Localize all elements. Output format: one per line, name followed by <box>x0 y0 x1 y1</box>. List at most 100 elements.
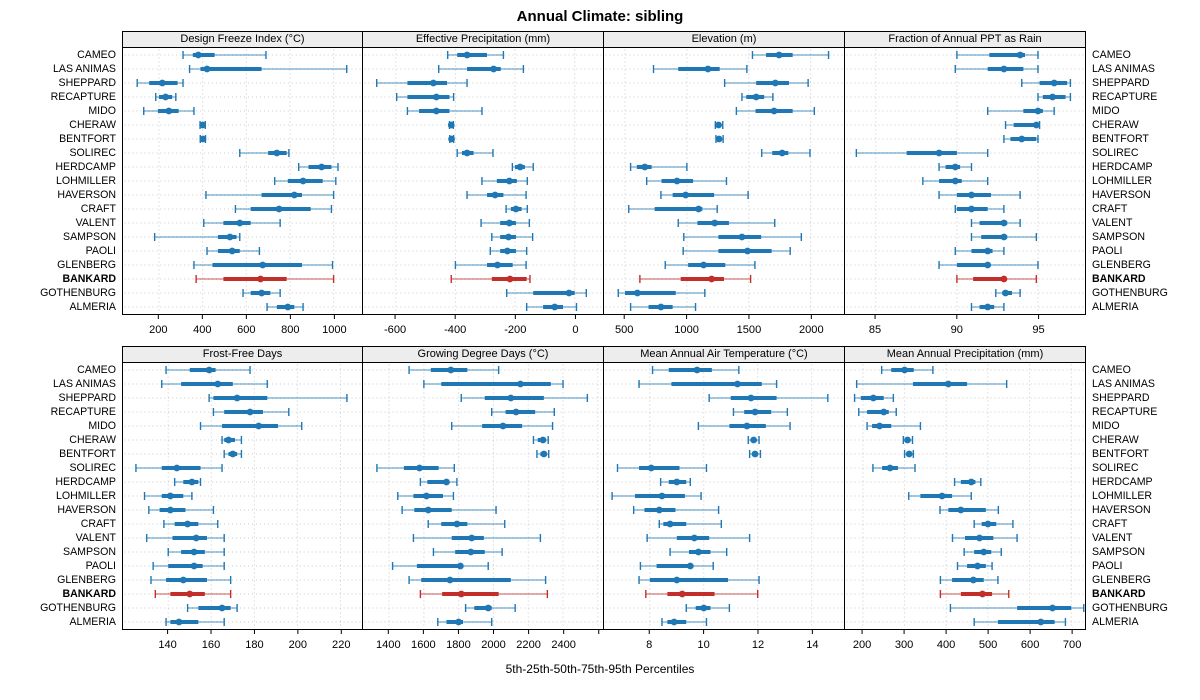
dotplot-svg <box>846 364 1085 628</box>
panel-fraction-ppt-rain: Fraction of Annual PPT as Rain 85 90 95 <box>844 31 1086 341</box>
station-label: RECAPTURE <box>50 406 116 418</box>
panel-title: Growing Degree Days (°C) <box>362 346 604 363</box>
station-label: GOTHENBURG <box>40 287 116 299</box>
station-label: CAMEO <box>1092 364 1131 376</box>
panel-title: Design Freeze Index (°C) <box>122 31 363 48</box>
axis-svg: 200 300 400 500 600 700 <box>853 630 1081 651</box>
axis-mean-annual-air-temperature: 8 10 12 14 <box>603 630 845 656</box>
station-label: GOTHENBURG <box>40 602 116 614</box>
axis-svg: 140 160 180 200 220 <box>158 630 351 651</box>
svg-text:300: 300 <box>895 639 913 651</box>
station-label: CHERAW <box>1092 434 1139 446</box>
station-label: GLENBERG <box>1092 259 1151 271</box>
svg-text:2000: 2000 <box>481 639 506 651</box>
station-label: LOHMILLER <box>55 490 116 502</box>
svg-text:1400: 1400 <box>376 639 401 651</box>
station-label: ALMERIA <box>69 301 116 313</box>
station-label: HAVERSON <box>57 189 116 201</box>
station-label: VALENT <box>1092 217 1133 229</box>
panel-row-top: CAMEO LAS ANIMAS SHEPPARD RECAPTURE MIDO CHER… <box>0 31 1200 341</box>
svg-text:220: 220 <box>332 639 350 651</box>
panel-effective-precipitation: Effective Precipitation (mm) -600 -400 -20… <box>362 31 604 341</box>
axis-svg: 85 90 95 <box>869 315 1045 336</box>
station-label: SOLIREC <box>1092 462 1139 474</box>
plot-growing-degree-days <box>362 363 604 630</box>
svg-text:160: 160 <box>202 639 220 651</box>
station-label: HERDCAMP <box>1092 161 1153 173</box>
svg-text:140: 140 <box>158 639 176 651</box>
plot-fraction-ppt-rain <box>844 48 1086 315</box>
station-label: HERDCAMP <box>55 161 116 173</box>
station-label: VALENT <box>1092 532 1133 544</box>
dotplot-svg <box>364 364 602 628</box>
svg-text:600: 600 <box>1021 639 1039 651</box>
panel-elevation: Elevation (m) 500 1000 1500 2000 <box>603 31 845 341</box>
axis-svg: -600 -400 -200 0 <box>384 315 579 336</box>
station-label: HERDCAMP <box>1092 476 1153 488</box>
station-label: ALMERIA <box>69 616 116 628</box>
station-label: BANKARD <box>1092 588 1146 600</box>
axis-design-freeze-index: 200 400 600 800 1000 <box>122 315 363 341</box>
station-label: SOLIREC <box>1092 147 1139 159</box>
station-label: CHERAW <box>69 119 116 131</box>
panel-title: Mean Annual Precipitation (mm) <box>844 346 1086 363</box>
station-label: ALMERIA <box>1092 616 1139 628</box>
station-label: SHEPPARD <box>1092 392 1150 404</box>
panel-frost-free-days: Frost-Free Days 140 160 180 200 220 <box>122 346 363 656</box>
axis-svg: 200 400 600 800 1000 <box>149 315 347 336</box>
svg-text:2200: 2200 <box>516 639 541 651</box>
station-label: PAOLI <box>1092 245 1123 257</box>
dotplot-svg <box>846 49 1084 313</box>
page-title: Annual Climate: sibling <box>516 8 684 25</box>
panel-growing-degree-days: Growing Degree Days (°C) 1400 1600 1800 200… <box>362 346 604 656</box>
station-label: BENTFORT <box>59 133 116 145</box>
panel-title: Fraction of Annual PPT as Rain <box>844 31 1086 48</box>
station-label: CHERAW <box>1092 119 1139 131</box>
station-label: BANKARD <box>1092 273 1146 285</box>
dotplot-svg <box>364 49 602 313</box>
plot-mean-annual-air-temperature <box>603 363 845 630</box>
svg-text:500: 500 <box>979 639 997 651</box>
plot-effective-precipitation <box>362 48 604 315</box>
station-label: RECAPTURE <box>1092 91 1158 103</box>
svg-text:90: 90 <box>951 324 963 336</box>
panel-mean-annual-precipitation: Mean Annual Precipitation (mm) 200 300 400… <box>844 346 1086 656</box>
station-label: SHEPPARD <box>58 392 117 404</box>
station-label: SAMPSON <box>1092 231 1145 243</box>
station-labels-right-bottom: CAMEO LAS ANIMAS SHEPPARD RECAPTURE MIDO CHER… <box>1086 346 1200 656</box>
station-label: SHEPPARD <box>1092 77 1150 89</box>
station-label: LOHMILLER <box>1092 490 1153 502</box>
station-label: CAMEO <box>1092 49 1131 61</box>
axis-frost-free-days: 140 160 180 200 220 <box>122 630 363 656</box>
station-label: CRAFT <box>1092 203 1128 215</box>
svg-text:1000: 1000 <box>674 324 699 336</box>
axis-svg: 500 1000 1500 2000 <box>615 315 824 336</box>
dotplot-svg <box>605 49 843 313</box>
station-label: SAMPSON <box>63 231 116 243</box>
svg-text:8: 8 <box>646 639 652 651</box>
axis-effective-precipitation: -600 -400 -200 0 <box>362 315 604 341</box>
plot-elevation <box>603 48 845 315</box>
station-label: PAOLI <box>85 245 116 257</box>
svg-text:600: 600 <box>237 324 255 336</box>
station-label: VALENT <box>75 532 116 544</box>
station-label: SAMPSON <box>1092 546 1145 558</box>
station-label: GOTHENBURG <box>1092 287 1168 299</box>
axis-growing-degree-days: 1400 1600 1800 2000 2200 2400 <box>362 630 604 656</box>
station-label: CHERAW <box>69 434 116 446</box>
station-label: MIDO <box>1092 105 1120 117</box>
svg-text:95: 95 <box>1032 324 1044 336</box>
svg-text:0: 0 <box>572 324 578 336</box>
station-label: RECAPTURE <box>50 91 116 103</box>
station-label: BANKARD <box>62 588 116 600</box>
svg-text:1800: 1800 <box>446 639 471 651</box>
axis-svg: 8 10 12 14 <box>646 630 819 651</box>
axis-svg: 1400 1600 1800 2000 2200 2400 <box>376 630 600 651</box>
station-label: CRAFT <box>80 203 116 215</box>
svg-text:700: 700 <box>1063 639 1081 651</box>
station-label: LOHMILLER <box>1092 175 1153 187</box>
station-label: HAVERSON <box>1092 504 1151 516</box>
station-labels-left-top: CAMEO LAS ANIMAS SHEPPARD RECAPTURE MIDO CHER… <box>0 31 122 341</box>
station-label: CAMEO <box>77 49 116 61</box>
